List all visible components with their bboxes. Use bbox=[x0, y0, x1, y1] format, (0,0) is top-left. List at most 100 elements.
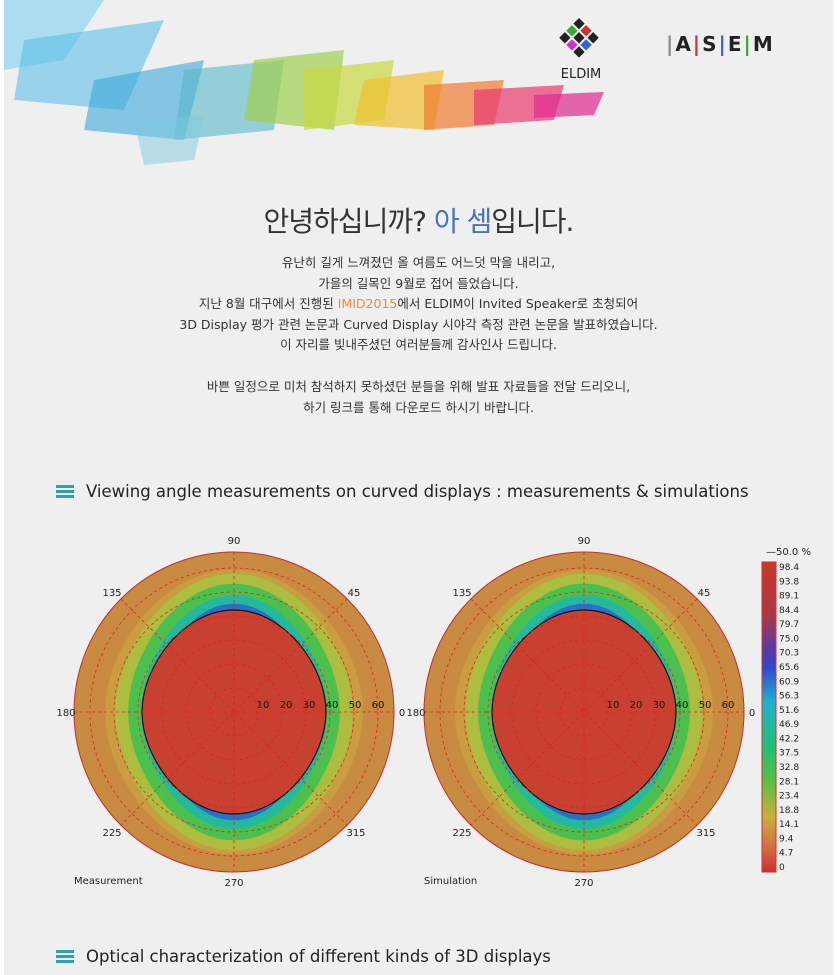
angle-label: 0 bbox=[749, 708, 755, 719]
colorbar-label: 60.9 bbox=[779, 677, 799, 687]
radius-label: 40 bbox=[326, 700, 339, 711]
radius-label: 40 bbox=[676, 700, 689, 711]
angle-label: 315 bbox=[346, 828, 365, 839]
greeting-highlight: 아 셈 bbox=[433, 205, 492, 238]
colorbar-label: 70.3 bbox=[779, 649, 799, 659]
angle-label: 180 bbox=[406, 708, 425, 719]
angle-grid bbox=[120, 598, 348, 826]
angle-label: 225 bbox=[452, 828, 471, 839]
colorbar-label: 56.3 bbox=[779, 692, 799, 702]
angle-label: 90 bbox=[228, 536, 241, 547]
colorbar-label: 28.1 bbox=[779, 777, 799, 787]
colorbar-label: 42.2 bbox=[779, 734, 799, 744]
greeting: 안녕하십니까? 아 셈입니다. bbox=[4, 200, 833, 240]
page: ELDIM |A|S|E|M 안녕하십니까? 아 셈입니다. 유난히 길게 느껴… bbox=[4, 0, 833, 975]
radius-label: 60 bbox=[722, 700, 735, 711]
colorbar-label: 9.4 bbox=[779, 834, 794, 844]
radius-label: 10 bbox=[257, 700, 270, 711]
angle-label: 45 bbox=[348, 588, 361, 599]
intro-line: 유난히 길게 느껴졌던 올 여름도 어느덧 막을 내리고, bbox=[281, 255, 556, 270]
colorbar-label: 23.4 bbox=[779, 792, 799, 802]
radial-grid bbox=[209, 687, 259, 737]
radial-grid bbox=[161, 639, 307, 785]
colorbar-threshold: —50.0 % bbox=[766, 547, 811, 558]
intro-line: 이 자리를 빛내주셨던 여러분들께 감사인사 드립니다. bbox=[280, 337, 557, 352]
closing-line: 바쁜 일정으로 미처 참석하지 못하셨던 분들을 위해 발표 자료들을 전달 드… bbox=[206, 379, 631, 394]
plot-caption: Simulation bbox=[424, 876, 477, 887]
radial-grid bbox=[137, 615, 331, 809]
colorbar-label: 84.4 bbox=[779, 606, 799, 616]
colorbar bbox=[761, 561, 777, 873]
asem-letter: E bbox=[727, 32, 744, 56]
angle-label: 135 bbox=[102, 588, 121, 599]
colorbar-label: 18.8 bbox=[779, 806, 799, 816]
section-title-text: Viewing angle measurements on curved dis… bbox=[86, 482, 749, 501]
asem-logo: |A|S|E|M bbox=[666, 32, 775, 56]
colorbar-label: 37.5 bbox=[779, 749, 799, 759]
radial-grid bbox=[185, 663, 283, 761]
angle-label: 135 bbox=[452, 588, 471, 599]
radius-label: 50 bbox=[699, 700, 712, 711]
colorbar-label: 89.1 bbox=[779, 592, 799, 602]
colorbar-label: 75.0 bbox=[779, 634, 799, 644]
intro-line: 가을의 길목인 9월로 접어 들었습니다. bbox=[318, 275, 519, 291]
radial-grid bbox=[559, 687, 609, 737]
intensity-core bbox=[491, 609, 677, 815]
angle-label: 270 bbox=[224, 878, 243, 889]
angle-grid bbox=[470, 598, 698, 826]
intensity-core bbox=[141, 609, 327, 815]
angle-label: 45 bbox=[698, 588, 711, 599]
eldim-logo: ELDIM bbox=[559, 18, 602, 82]
colorbar-label: 46.9 bbox=[779, 720, 799, 730]
asem-letter: A bbox=[675, 32, 693, 56]
section-title: Viewing angle measurements on curved dis… bbox=[56, 482, 749, 501]
colorbar-label: 79.7 bbox=[779, 620, 799, 630]
colorbar-label: 65.6 bbox=[779, 663, 799, 673]
angle-label: 225 bbox=[102, 828, 121, 839]
asem-letter: M bbox=[752, 32, 775, 56]
colorbar-label: 51.6 bbox=[779, 706, 799, 716]
radial-grid bbox=[463, 591, 705, 833]
radial-grid bbox=[535, 663, 633, 761]
radius-label: 30 bbox=[653, 700, 666, 711]
radial-grid bbox=[439, 567, 729, 857]
angle-label: 180 bbox=[56, 708, 75, 719]
plot-caption: Measurement bbox=[74, 876, 143, 887]
angle-label: 270 bbox=[574, 878, 593, 889]
closing-line: 하기 링크를 통해 다운로드 하시기 바랍니다. bbox=[303, 399, 534, 415]
closing: 바쁜 일정으로 미처 참석하지 못하셨던 분들을 위해 발표 자료들을 전달 드… bbox=[4, 377, 833, 418]
colorbar-label: 14.1 bbox=[779, 820, 799, 830]
angle-label: 90 bbox=[578, 536, 591, 547]
highlight: IMID2015 bbox=[337, 296, 398, 311]
colorbar-label: 98.4 bbox=[779, 563, 799, 573]
colorbar-label: 93.8 bbox=[779, 577, 799, 587]
intro-line: 3D Display 평가 관련 논문과 Curved Display 시야각 … bbox=[179, 316, 658, 332]
text: 지난 8월 대구에서 진행된 bbox=[198, 296, 338, 311]
colorbar-label: 32.8 bbox=[779, 763, 799, 773]
eldim-logo-text: ELDIM bbox=[561, 67, 602, 82]
colorbar-label: 0 bbox=[779, 863, 785, 873]
radius-label: 50 bbox=[349, 700, 362, 711]
radius-label: 20 bbox=[280, 700, 293, 711]
radius-label: 10 bbox=[607, 700, 620, 711]
section-title: Optical characterization of different ki… bbox=[56, 947, 551, 966]
radius-label: 20 bbox=[630, 700, 643, 711]
intro-line: 지난 8월 대구에서 진행된 IMID2015에서 ELDIM이 Invited… bbox=[4, 294, 833, 315]
radial-grid bbox=[511, 639, 657, 785]
colorbar-label: 4.7 bbox=[779, 849, 793, 859]
radial-grid bbox=[113, 591, 355, 833]
radial-grid bbox=[89, 567, 379, 857]
greeting-text: 안녕하십니까? bbox=[263, 205, 434, 238]
banner-art bbox=[4, 0, 604, 165]
angle-label: 0 bbox=[399, 708, 405, 719]
radial-grid bbox=[487, 615, 681, 809]
asem-letter: S bbox=[702, 32, 719, 56]
radius-label: 30 bbox=[303, 700, 316, 711]
section-title-text: Optical characterization of different ki… bbox=[86, 947, 551, 966]
angle-grid bbox=[120, 598, 348, 826]
intro: 유난히 길게 느껴졌던 올 여름도 어느덧 막을 내리고, 가을의 길목인 9월… bbox=[4, 253, 833, 356]
angle-grid bbox=[470, 598, 698, 826]
text: 에서 ELDIM이 Invited Speaker로 초청되어 bbox=[397, 296, 639, 311]
